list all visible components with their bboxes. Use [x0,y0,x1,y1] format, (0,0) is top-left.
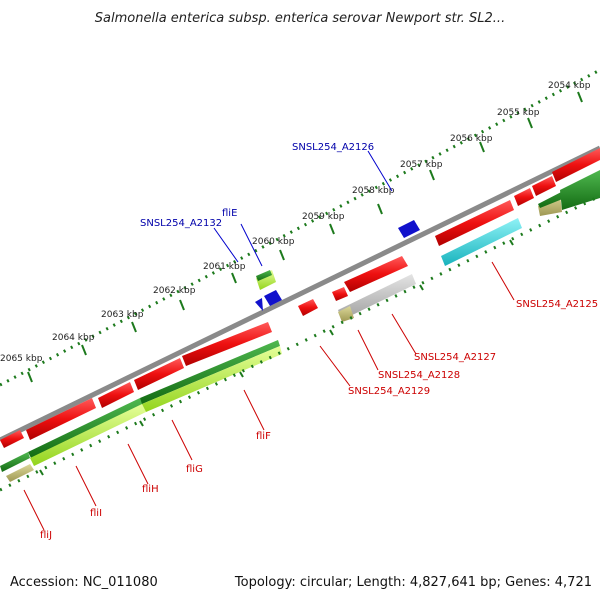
tick-label: 2057 kbp [400,160,443,170]
tick-label: 2064 kbp [52,333,95,343]
gene-label-flij: fliJ [40,530,52,541]
gene-label-flii: fliI [90,508,102,519]
gene-block [6,464,34,482]
gene-label-flig: fliG [186,464,203,475]
gene-block [560,170,600,210]
gene-block [338,306,354,322]
topology-summary: Topology: circular; Length: 4,827,641 bp… [234,575,592,590]
reverse-strand-features [0,170,600,482]
gene-block [28,398,143,458]
gene-block [344,256,408,292]
tick-label: 2056 kbp [450,134,493,144]
gene-block [142,346,282,412]
tick-mark [577,91,583,103]
gene-block [398,220,420,238]
tick-label: 2059 kbp [302,212,345,222]
blue-features [255,220,420,311]
accession-text: Accession: NC_011080 [10,575,158,590]
gene-labels: SNSL254_A2126 fliE SNSL254_A2132 SNSL254… [40,142,598,541]
gene-block [532,176,556,196]
tick-mark [231,272,237,284]
genome-backbone [0,145,600,443]
gene-block [441,218,522,266]
tick-label: 2061 kbp [203,262,246,272]
tick-mark [479,141,485,153]
tick-label: 2055 kbp [497,108,540,118]
tick-label: 2063 kbp [101,310,144,320]
tick-mark [27,371,33,383]
tick-mark [179,299,185,311]
gene-block [552,148,600,182]
gene-label-flie: fliE [222,208,237,219]
map-title: Salmonella enterica subsp. enterica sero… [95,11,505,26]
gene-label-flih: fliH [142,484,159,495]
gene-label-snsl254-a2132: SNSL254_A2132 [140,218,222,229]
gene-block [435,200,514,246]
tick-mark [527,117,533,129]
tick-label: 2062 kbp [153,286,196,296]
tick-label: 2054 kbp [548,81,591,91]
gene-block [514,188,534,206]
tick-mark [429,169,435,181]
gene-block [332,287,348,301]
forward-strand-features [0,148,600,448]
gene-block [140,340,280,404]
tick-mark [377,203,383,215]
gene-block [0,452,30,472]
gene-block [256,270,272,281]
gene-block [98,382,134,408]
gene-block [0,430,24,448]
tick-mark [279,249,285,261]
gene-block [182,322,272,366]
gene-block [338,274,416,320]
inner-tick-ring [0,194,600,492]
gene-label-snsl254-a2125: SNSL254_A2125 [516,299,598,310]
tick-label: 2058 kbp [352,186,395,196]
tick-mark [131,321,137,333]
gene-block [298,299,318,316]
gene-label-snsl254-a2127: SNSL254_A2127 [414,352,496,363]
gene-block [26,398,96,440]
gene-label-snsl254-a2126: SNSL254_A2126 [292,142,374,153]
gene-label-snsl254-a2129: SNSL254_A2129 [348,386,430,397]
gene-block [134,358,184,390]
inner-tick-marks [39,239,514,476]
gene-block [30,404,146,466]
tick-label: 2060 kbp [252,237,295,247]
tick-mark [329,223,335,235]
outer-tick-ring [0,68,600,387]
gene-label-snsl254-a2128: SNSL254_A2128 [378,370,460,381]
gene-block [264,290,282,306]
label-leaders [23,150,515,531]
tick-mark [81,344,87,356]
tick-label: 2065 kbp [0,354,43,364]
flie-marker [256,270,276,290]
gene-label-flif: fliF [256,431,271,442]
gene-block [255,298,263,311]
tick-group: 2054 kbp 2055 kbp 2056 kbp 2057 kbp 2058 kbp… [0,81,591,383]
